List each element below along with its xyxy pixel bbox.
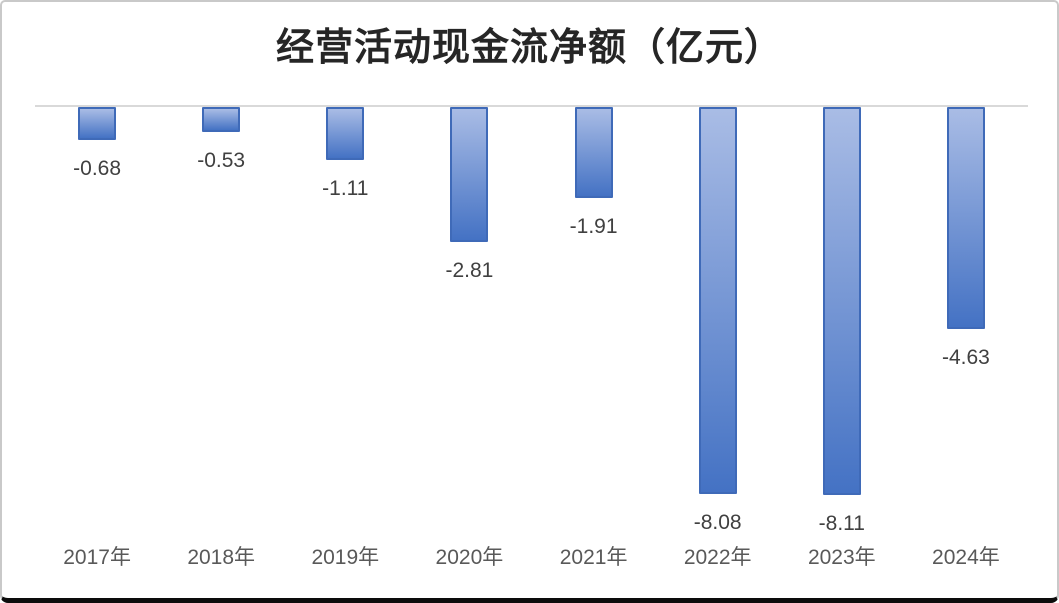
zero-axis-line <box>35 105 1028 107</box>
bar-2020 <box>450 107 489 242</box>
x-axis-label: 2017年 <box>63 546 131 569</box>
data-label: -4.63 <box>941 346 990 369</box>
bar-2019 <box>326 107 365 160</box>
data-label: -0.68 <box>73 157 122 180</box>
x-axis-label: 2021年 <box>559 546 628 569</box>
x-axis-label: 2019年 <box>311 546 380 569</box>
data-label: -0.53 <box>197 149 246 172</box>
data-label: -1.11 <box>322 177 369 200</box>
bar-2018 <box>202 107 241 132</box>
data-label: -1.91 <box>569 215 618 238</box>
data-label: -8.11 <box>818 512 865 535</box>
data-label: -8.08 <box>693 511 742 534</box>
x-axis-label: 2020年 <box>435 546 504 569</box>
x-axis-label: 2022年 <box>683 546 752 569</box>
chart-title: 经营活动现金流净额（亿元） <box>275 27 783 69</box>
bar-2017 <box>78 107 117 140</box>
bar-2024 <box>946 107 985 329</box>
x-axis-label: 2023年 <box>807 546 876 569</box>
bar-2022 <box>698 107 737 494</box>
bar-2021 <box>574 107 613 198</box>
bar-2023 <box>822 107 861 495</box>
data-label: -2.81 <box>445 259 494 282</box>
x-axis-label: 2024年 <box>932 546 1000 569</box>
x-axis-label: 2018年 <box>187 546 256 569</box>
